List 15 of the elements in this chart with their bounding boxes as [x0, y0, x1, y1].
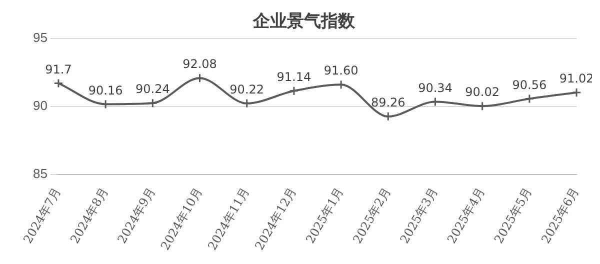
- data-label: 90.34: [418, 80, 452, 95]
- data-label: 90.56: [512, 78, 547, 92]
- data-label: 91.60: [324, 64, 358, 78]
- data-label: 92.08: [182, 57, 217, 72]
- data-label: 91.7: [45, 62, 72, 76]
- y-tick-label: 85: [32, 166, 48, 181]
- chart-title: 企业景气指数: [252, 12, 356, 32]
- data-label: 90.22: [230, 82, 264, 97]
- data-label: 90.16: [88, 83, 123, 98]
- y-tick-label: 95: [32, 30, 48, 45]
- data-label: 91.14: [276, 70, 312, 84]
- data-label: 90.24: [135, 82, 170, 96]
- y-tick-label: 90: [32, 98, 48, 113]
- data-label: 90.02: [465, 85, 500, 100]
- data-label: 89.26: [370, 96, 406, 110]
